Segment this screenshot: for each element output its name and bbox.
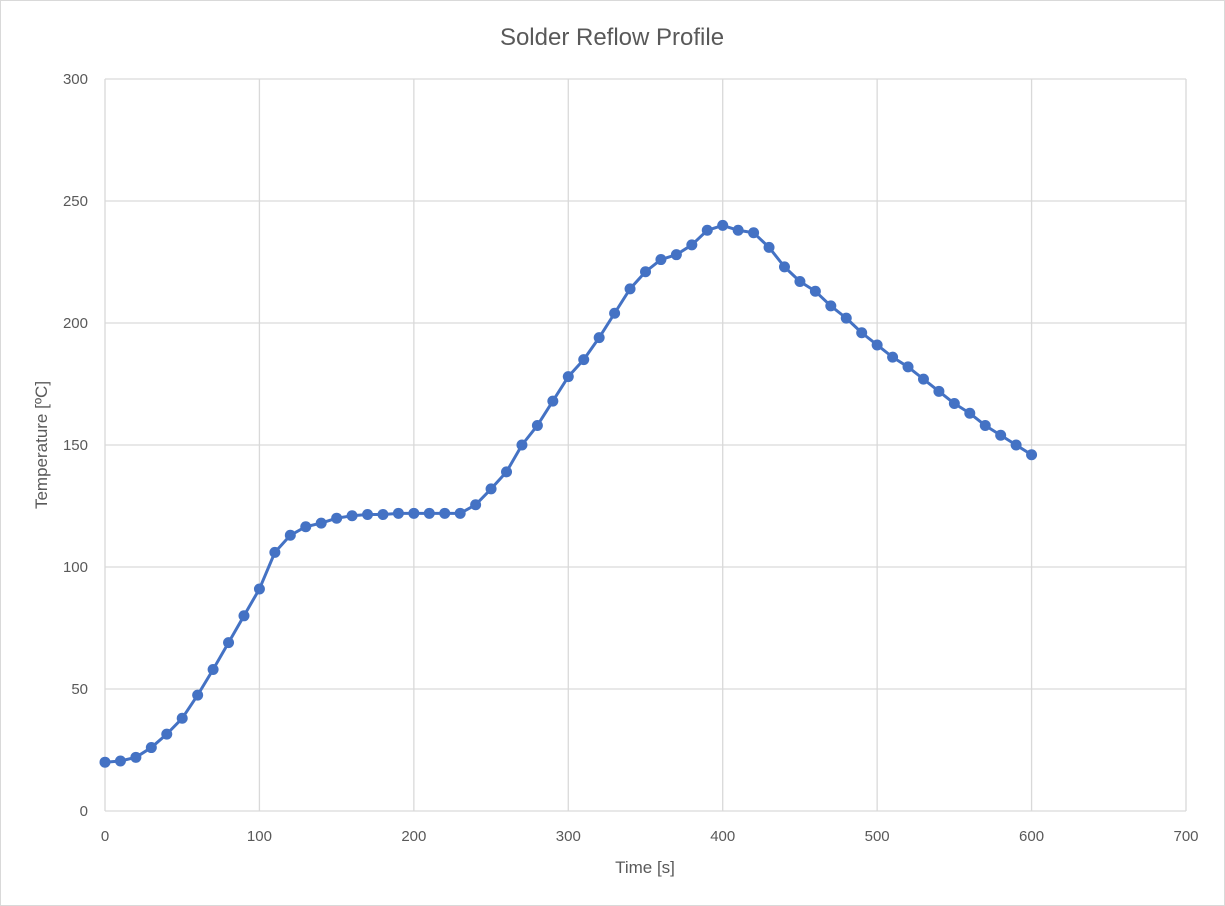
data-point: [995, 429, 1007, 441]
data-point: [269, 546, 281, 558]
data-point: [887, 351, 899, 363]
x-tick-label: 200: [401, 828, 426, 845]
data-point: [501, 466, 513, 478]
data-point: [130, 751, 142, 763]
data-point: [284, 529, 296, 541]
data-point: [640, 266, 651, 278]
x-axis-label: Time [s]: [615, 858, 675, 877]
data-point: [331, 512, 343, 524]
y-axis-label: Temperature [ºC]: [32, 381, 51, 509]
x-tick-label: 700: [1173, 828, 1198, 845]
gridlines: [104, 78, 1187, 812]
x-tick-label: 600: [1019, 828, 1044, 845]
x-tick-label: 0: [101, 828, 109, 845]
data-point: [253, 583, 265, 595]
data-point: [145, 742, 157, 754]
data-point: [856, 327, 868, 339]
data-point: [840, 312, 852, 324]
data-point: [362, 509, 374, 521]
x-tick-label: 400: [710, 828, 735, 845]
data-point: [346, 510, 358, 522]
data-point: [717, 219, 729, 231]
data-point: [871, 339, 883, 351]
data-point: [624, 283, 636, 295]
data-point: [902, 361, 914, 373]
data-point: [207, 663, 219, 675]
data-point: [408, 507, 420, 519]
data-point: [439, 507, 451, 519]
data-point: [732, 224, 744, 236]
data-point: [423, 507, 435, 519]
data-point: [114, 755, 126, 767]
data-point: [825, 300, 837, 312]
data-point: [531, 419, 543, 431]
data-point: [933, 385, 945, 397]
x-tick-label: 500: [865, 828, 890, 845]
x-tick-label: 100: [247, 828, 272, 845]
x-axis-ticks: 0 100 200 300 400 500 600 700: [101, 828, 1199, 845]
data-point: [485, 483, 497, 495]
data-point: [454, 507, 466, 519]
data-point: [763, 241, 775, 253]
data-point: [315, 517, 327, 529]
data-point: [516, 439, 528, 451]
data-point: [470, 499, 482, 511]
data-point: [778, 261, 790, 273]
y-axis-ticks: 0 50 100 150 200 250 300: [63, 71, 88, 820]
data-point: [161, 728, 173, 740]
data-point: [300, 521, 312, 533]
data-point: [809, 285, 821, 297]
data-point: [948, 398, 960, 410]
y-tick-label: 250: [63, 193, 88, 210]
data-point: [748, 227, 760, 239]
y-tick-label: 100: [63, 559, 88, 576]
data-point: [223, 637, 235, 649]
data-point: [979, 419, 991, 431]
y-tick-label: 0: [80, 803, 88, 820]
data-point: [964, 407, 976, 419]
data-point: [99, 756, 111, 768]
data-point: [578, 354, 590, 366]
data-point: [1010, 439, 1022, 451]
data-point: [176, 712, 188, 724]
data-point: [670, 249, 682, 261]
data-point: [1026, 449, 1038, 461]
data-point: [547, 395, 559, 407]
data-point: [562, 371, 574, 383]
y-tick-label: 50: [71, 681, 88, 698]
chart-title: Solder Reflow Profile: [500, 24, 724, 51]
data-point: [593, 332, 605, 344]
data-point: [609, 307, 621, 319]
data-point: [686, 239, 698, 251]
data-point: [238, 610, 250, 622]
x-tick-label: 300: [556, 828, 581, 845]
y-tick-label: 300: [63, 71, 88, 88]
data-point: [192, 689, 204, 701]
data-point: [655, 254, 667, 266]
data-point: [392, 507, 404, 519]
temperature-series-points: [99, 219, 1038, 768]
y-tick-label: 200: [63, 315, 88, 332]
y-tick-label: 150: [63, 437, 88, 454]
data-point: [701, 224, 713, 236]
data-point: [794, 276, 806, 288]
data-point: [917, 373, 929, 385]
data-point: [377, 509, 389, 521]
